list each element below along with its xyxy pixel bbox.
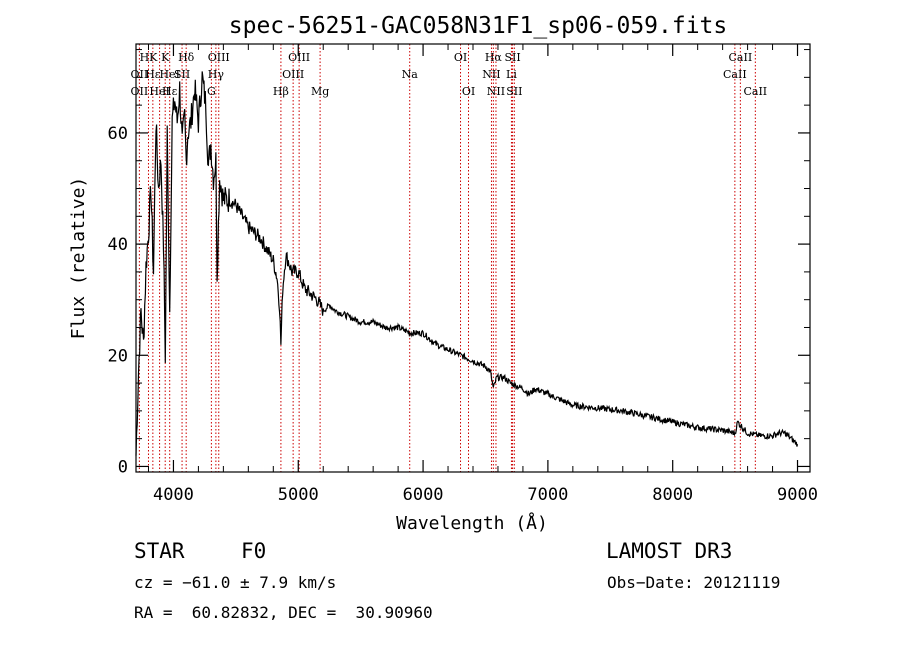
line-label-6: HeI (159, 68, 179, 81)
spectrum-line (135, 71, 799, 456)
line-label-4: HeI (149, 85, 169, 98)
line-label-9: Hδ (178, 51, 195, 64)
line-label-20: Hα (485, 51, 503, 64)
y-axis-label: Flux (relative) (68, 177, 89, 340)
line-label-27: CaII (723, 68, 747, 81)
x-axis-ticks: 4000 5000 6000 7000 8000 9000 (147, 44, 818, 505)
chart-title: spec-56251-GAC058N31F1_sp06-059.fits (229, 13, 728, 39)
line-label-19: OI (462, 85, 475, 98)
line-label-5: K (161, 51, 170, 64)
x-tick-label-5: 9000 (777, 485, 818, 505)
emission-line-markers (138, 44, 756, 472)
x-tick-label-4: 8000 (652, 485, 693, 505)
observation-date: Obs−Date: 20121119 (607, 573, 781, 592)
line-label-28: CaII (743, 85, 767, 98)
line-label-21: SII (504, 51, 520, 64)
line-label-15: OIII (282, 68, 304, 81)
line-label-2: OII (131, 85, 149, 98)
x-tick-label-1: 5000 (278, 485, 319, 505)
line-label-13: Hβ (273, 85, 289, 98)
y-tick-label-1: 20 (108, 346, 128, 366)
survey-label: LAMOST DR3 (606, 539, 733, 563)
y-axis-ticks: 0 20 40 60 (108, 49, 810, 477)
plot-frame (135, 43, 811, 473)
line-label-17: Na (402, 68, 419, 81)
redshift-velocity: cz = −61.0 ± 7.9 km/s (134, 573, 337, 592)
object-subclass: F0 (241, 539, 267, 563)
line-label-24: NII (487, 85, 505, 98)
x-tick-label-2: 6000 (403, 485, 444, 505)
line-label-10: OIII (208, 51, 230, 64)
y-tick-label-0: 0 (118, 457, 128, 477)
line-label-7: Hε (162, 85, 178, 98)
x-tick-label-0: 4000 (153, 485, 194, 505)
line-label-25: SII (506, 85, 522, 98)
line-label-3: Hε (145, 68, 161, 81)
line-label-14: OIII (288, 51, 310, 64)
coordinates: RA = 60.82832, DEC = 30.90960 (134, 603, 433, 622)
line-label-23: Li (506, 68, 517, 81)
line-label-16: Mg (311, 85, 329, 98)
line-label-8: SII (174, 68, 190, 81)
line-label-18: OI (454, 51, 467, 64)
x-axis-label: Wavelength (Å) (396, 512, 548, 534)
line-label-11: Hγ (208, 68, 225, 81)
line-label-12: G (207, 85, 216, 98)
line-label-0: HK (140, 51, 159, 64)
y-tick-label-3: 60 (108, 124, 128, 144)
x-tick-label-3: 7000 (527, 485, 568, 505)
line-label-22: NII (482, 68, 500, 81)
y-tick-label-2: 40 (108, 235, 128, 255)
line-label-26: CaII (729, 51, 753, 64)
object-type: STAR (134, 539, 185, 563)
line-label-1: OII (131, 68, 149, 81)
